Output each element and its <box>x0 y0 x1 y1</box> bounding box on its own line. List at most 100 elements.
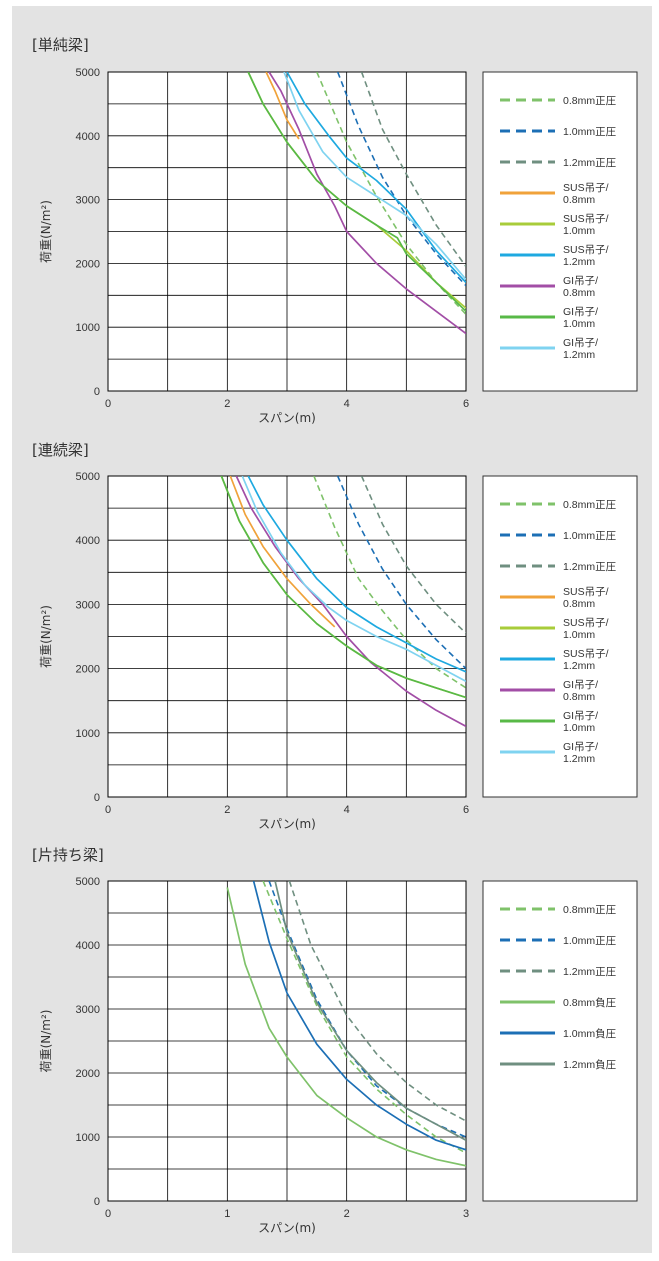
legend-label-line2: 0.8mm <box>563 598 595 610</box>
legend-label: 1.0mm正圧 <box>563 126 617 138</box>
x-tick-label: 3 <box>463 1208 469 1220</box>
legend-label: GI吊子/ <box>563 679 598 691</box>
legend-label: 1.2mm正圧 <box>563 157 617 169</box>
y-tick-label: 2000 <box>76 258 100 270</box>
y-tick-label: 5000 <box>76 471 100 483</box>
x-tick-label: 0 <box>105 804 111 816</box>
y-tick-label: 3000 <box>76 195 100 207</box>
legend-label-line2: 1.0mm <box>563 722 595 734</box>
legend-label: SUS吊子/ <box>563 182 609 194</box>
legend-label: SUS吊子/ <box>563 617 609 629</box>
series-line <box>268 72 466 335</box>
chart-2: [連続梁] 0 1000 2000 3000 4000 5000 0 2 4 6 スパン(m) 荷重(N… <box>32 441 638 831</box>
series-line <box>252 881 466 1151</box>
legend-box <box>482 71 638 392</box>
chart-title: [単純梁] <box>32 36 89 54</box>
series-line <box>274 881 466 1141</box>
legend-box <box>482 475 638 798</box>
legend-label: 1.2mm正圧 <box>563 561 617 573</box>
legend-label-line2: 0.8mm <box>563 287 595 299</box>
x-tick-label: 4 <box>344 804 350 816</box>
series-line <box>226 887 466 1167</box>
chart-1: [単純梁] 0 1000 2000 3000 4000 5000 0 2 4 6 スパン(m) 荷重(N… <box>32 36 638 425</box>
y-tick-label: 5000 <box>76 67 100 79</box>
y-tick-label: 4000 <box>76 131 100 143</box>
y-tick-label: 5000 <box>76 876 100 888</box>
y-axis-label: 荷重(N/m²) <box>39 200 53 263</box>
y-tick-label: 4000 <box>76 940 100 952</box>
x-tick-label: 6 <box>463 398 469 410</box>
legend-label-line2: 0.8mm <box>563 194 595 206</box>
legend-label-line2: 0.8mm <box>563 691 595 703</box>
y-tick-label: 3000 <box>76 599 100 611</box>
series-line <box>265 72 300 140</box>
y-tick-label: 3000 <box>76 1004 100 1016</box>
legend-label: 1.0mm正圧 <box>563 530 617 542</box>
y-tick-label: 2000 <box>76 1068 100 1080</box>
series-line <box>241 476 466 683</box>
x-tick-label: 0 <box>105 1208 111 1220</box>
series-line <box>313 476 466 689</box>
series-line <box>247 476 466 673</box>
legend-label-line2: 1.0mm <box>563 629 595 641</box>
series-line <box>247 72 466 312</box>
series-line <box>235 476 466 728</box>
chart-title: [連続梁] <box>32 441 89 459</box>
legend-box <box>482 880 638 1202</box>
legend-label: 0.8mm正圧 <box>563 95 617 107</box>
x-tick-label: 0 <box>105 398 111 410</box>
y-tick-label: 1000 <box>76 728 100 740</box>
series-line <box>268 881 466 1138</box>
chart-title: [片持ち梁] <box>32 846 104 864</box>
x-tick-label: 2 <box>344 1208 350 1220</box>
x-axis-label: スパン(m) <box>258 1221 316 1235</box>
x-axis-label: スパン(m) <box>258 817 316 831</box>
y-tick-label: 1000 <box>76 322 100 334</box>
y-axis-label: 荷重(N/m²) <box>39 605 53 668</box>
y-axis-label: 荷重(N/m²) <box>39 1010 53 1073</box>
y-tick-label: 2000 <box>76 664 100 676</box>
y-tick-label: 1000 <box>76 1132 100 1144</box>
legend-label-line2: 1.2mm <box>563 256 595 268</box>
series-line <box>360 476 466 634</box>
legend-label: 1.2mm正圧 <box>563 966 617 978</box>
y-tick-label: 0 <box>94 792 100 804</box>
series-line <box>360 72 466 268</box>
y-tick-label: 4000 <box>76 535 100 547</box>
x-tick-label: 6 <box>463 804 469 816</box>
legend-label: GI吊子/ <box>563 337 598 349</box>
legend-label-line2: 1.2mm <box>563 660 595 672</box>
series-line <box>288 881 466 1122</box>
x-tick-label: 2 <box>224 398 230 410</box>
y-tick-label: 0 <box>94 386 100 398</box>
legend-label: SUS吊子/ <box>563 648 609 660</box>
x-tick-label: 2 <box>224 804 230 816</box>
legend-label: SUS吊子/ <box>563 586 609 598</box>
legend-label-line2: 1.2mm <box>563 349 595 361</box>
y-tick-label: 0 <box>94 1196 100 1208</box>
legend-label: GI吊子/ <box>563 741 598 753</box>
legend-label: 1.0mm正圧 <box>563 935 617 947</box>
series-line <box>286 72 466 284</box>
series-line <box>220 476 466 699</box>
x-tick-label: 1 <box>224 1208 230 1220</box>
legend-label: 0.8mm負圧 <box>563 997 617 1009</box>
series-line <box>336 476 466 670</box>
legend-label: 0.8mm正圧 <box>563 499 617 511</box>
x-axis-label: スパン(m) <box>258 411 316 425</box>
series-line <box>336 72 466 287</box>
legend-label: SUS吊子/ <box>563 213 609 225</box>
legend-label: 1.0mm負圧 <box>563 1028 617 1040</box>
x-tick-label: 4 <box>344 398 350 410</box>
series-line <box>229 476 336 628</box>
plot-border <box>107 475 467 798</box>
legend-label: SUS吊子/ <box>563 244 609 256</box>
series-line <box>283 72 466 280</box>
plot-border <box>107 880 467 1202</box>
legend-label: 1.2mm負圧 <box>563 1059 617 1071</box>
legend-label-line2: 1.0mm <box>563 225 595 237</box>
legend-label-line2: 1.0mm <box>563 318 595 330</box>
legend-label: 0.8mm正圧 <box>563 904 617 916</box>
legend-label: GI吊子/ <box>563 275 598 287</box>
